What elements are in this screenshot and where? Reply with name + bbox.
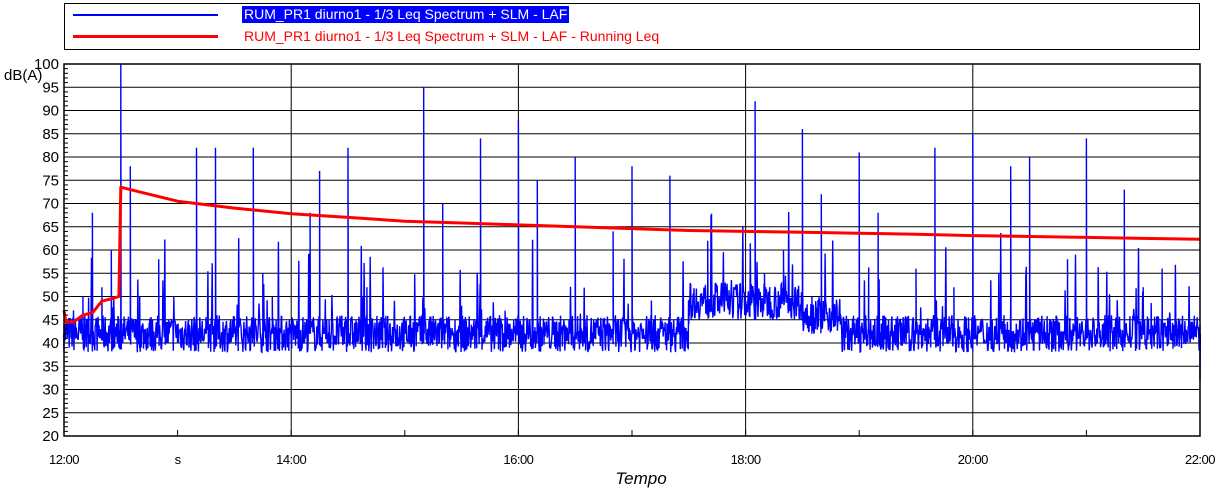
y-tick-label: 45 xyxy=(42,312,59,329)
legend-label-running-leq: RUM_PR1 diurno1 - 1/3 Leq Spectrum + SLM… xyxy=(244,28,660,44)
x-tick-label: 14:00 xyxy=(276,452,306,467)
labels: 20 25 30 35 40 45 50 55 60 65 70 75 80 85 90 95 100 12:00… xyxy=(4,56,1216,488)
legend-item-running-leq[interactable]: RUM_PR1 diurno1 - 1/3 Leq Spectrum + SLM… xyxy=(65,27,1199,47)
legend-swatch-blue xyxy=(73,14,218,16)
plot-border xyxy=(63,63,1201,437)
y-tick-label: 70 xyxy=(42,196,59,213)
axes xyxy=(63,63,1201,437)
x-tick-label: 12:00 xyxy=(49,452,79,467)
y-tick-label: 35 xyxy=(42,358,59,375)
y-tick-label: 85 xyxy=(42,126,59,143)
legend: RUM_PR1 diurno1 - 1/3 Leq Spectrum + SLM… xyxy=(64,3,1200,50)
y-axis-label: dB(A) xyxy=(4,67,42,84)
y-tick-label: 20 xyxy=(42,428,59,445)
x-axis-label: Tempo xyxy=(615,469,666,488)
y-tick-label: 50 xyxy=(42,289,59,306)
series-laf-line xyxy=(63,63,1201,381)
y-tick-label: 25 xyxy=(42,405,59,422)
y-tick-label: 40 xyxy=(42,335,59,352)
x-tick-label: 16:00 xyxy=(503,452,533,467)
y-tick-label: 80 xyxy=(42,149,59,166)
series-running-leq-line xyxy=(62,185,1201,324)
x-tick-label: s xyxy=(175,452,182,467)
legend-item-laf[interactable]: RUM_PR1 diurno1 - 1/3 Leq Spectrum + SLM… xyxy=(65,5,1199,25)
series-layer xyxy=(62,63,1201,381)
y-tick-label: 30 xyxy=(42,382,59,399)
y-tick-label: 55 xyxy=(42,265,59,282)
y-tick-label: 60 xyxy=(42,242,59,259)
x-tick-label: 20:00 xyxy=(958,452,988,467)
y-tick-label: 95 xyxy=(42,79,59,96)
legend-label-laf: RUM_PR1 diurno1 - 1/3 Leq Spectrum + SLM… xyxy=(242,6,570,23)
legend-swatch-red xyxy=(73,35,218,38)
x-tick-label: 18:00 xyxy=(731,452,761,467)
y-tick-label: 75 xyxy=(42,172,59,189)
x-tick-label: 22:00 xyxy=(1185,452,1215,467)
y-tick-label: 65 xyxy=(42,219,59,236)
y-tick-label: 90 xyxy=(42,103,59,120)
y-tick-label: 100 xyxy=(34,56,59,73)
